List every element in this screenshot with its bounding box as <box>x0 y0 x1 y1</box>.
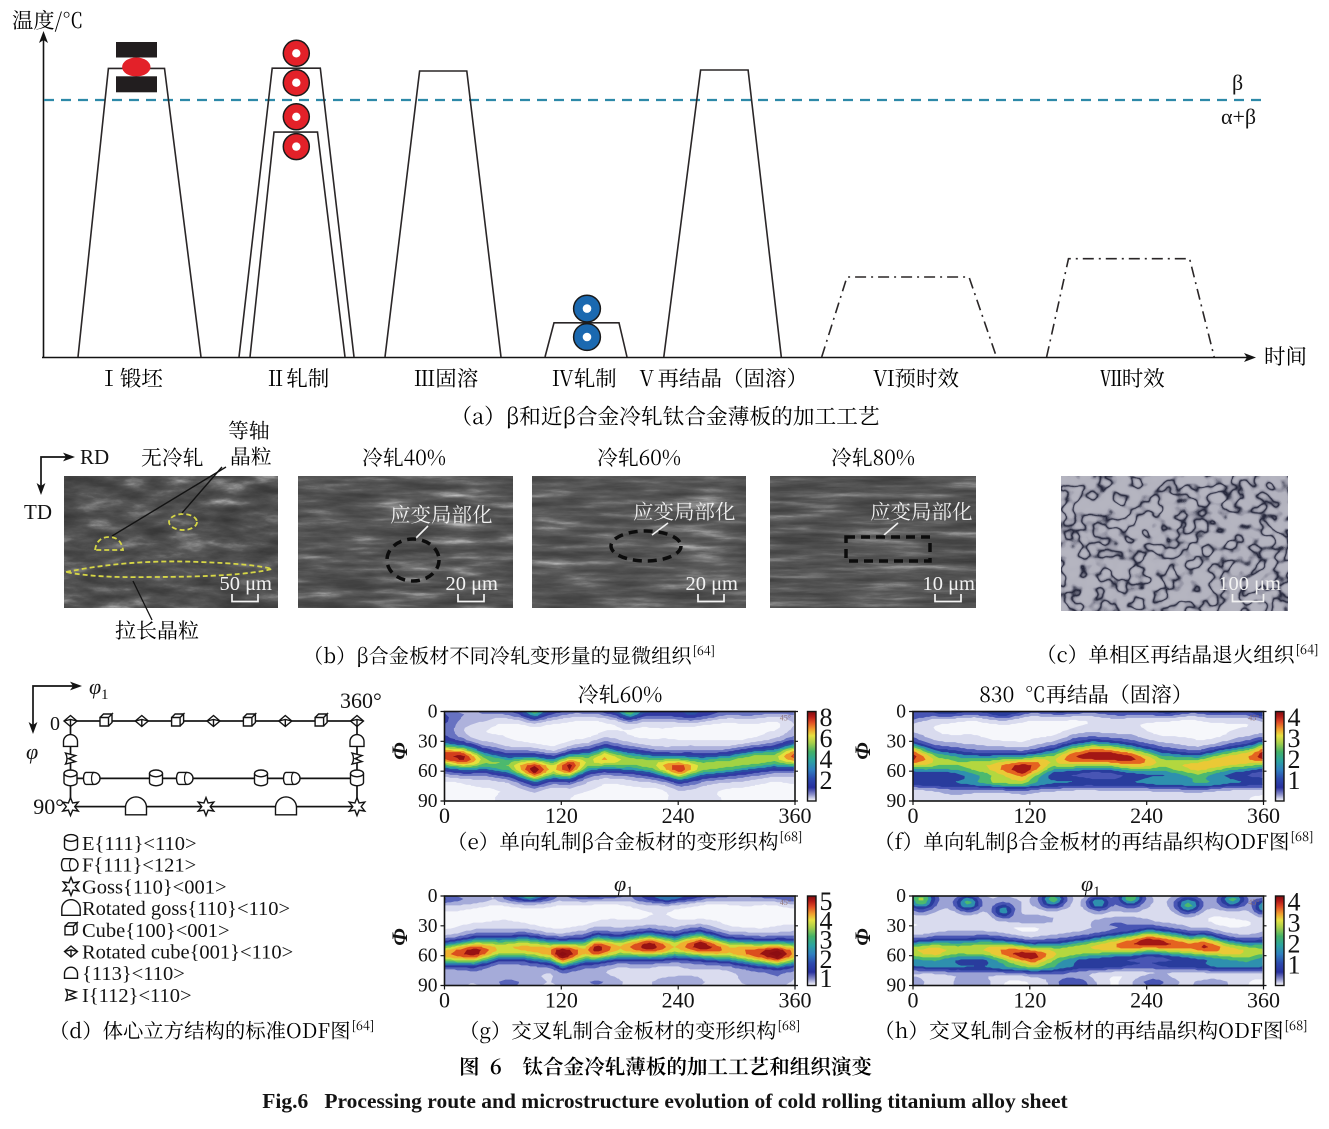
svg-text:1: 1 <box>1093 884 1101 900</box>
svg-text:φ: φ <box>1081 871 1093 896</box>
svg-text:90: 90 <box>887 976 907 997</box>
svg-text:45°: 45° <box>1248 898 1259 907</box>
svg-text:60: 60 <box>887 761 907 782</box>
svg-text:2: 2 <box>1288 929 1301 958</box>
svg-text:240: 240 <box>1130 803 1163 828</box>
svg-text:4: 4 <box>820 906 833 935</box>
svg-text:30: 30 <box>418 731 438 752</box>
svg-text:240: 240 <box>662 803 695 828</box>
svg-text:0: 0 <box>908 988 919 1013</box>
svg-text:20 μm: 20 μm <box>685 573 738 595</box>
svg-text:φ: φ <box>614 871 626 896</box>
svg-text:I{112}<110>: I{112}<110> <box>82 985 192 1007</box>
svg-text:60: 60 <box>418 761 438 782</box>
svg-text:120: 120 <box>1013 803 1046 828</box>
svg-text:2: 2 <box>820 945 833 974</box>
svg-text:3: 3 <box>1288 908 1301 937</box>
svg-text:TD: TD <box>24 500 52 524</box>
svg-text:RD: RD <box>80 445 109 469</box>
svg-text:45°: 45° <box>780 898 791 907</box>
svg-text:Cube{100}<001>: Cube{100}<001> <box>82 920 230 942</box>
svg-text:120: 120 <box>545 803 578 828</box>
svg-text:45°: 45° <box>780 714 791 723</box>
svg-text:90: 90 <box>887 791 907 812</box>
svg-text:φ: φ <box>26 739 38 764</box>
svg-text:60: 60 <box>418 946 438 967</box>
svg-text:90: 90 <box>418 976 438 997</box>
svg-text:100 μm: 100 μm <box>1218 573 1281 595</box>
svg-text:5: 5 <box>820 887 833 916</box>
svg-text:E{111}<110>: E{111}<110> <box>82 833 197 855</box>
svg-text:240: 240 <box>1130 988 1163 1013</box>
svg-text:1: 1 <box>101 687 109 703</box>
svg-text:0: 0 <box>50 713 60 735</box>
svg-text:Fig.6 Processing route and m: Fig.6 Processing route and microstructur… <box>262 1089 1068 1113</box>
svg-text:8: 8 <box>820 703 833 732</box>
svg-text:0: 0 <box>439 803 450 828</box>
svg-text:360: 360 <box>1247 988 1280 1013</box>
svg-text:360: 360 <box>1247 803 1280 828</box>
svg-text:3: 3 <box>820 926 833 955</box>
svg-text:3: 3 <box>1288 724 1301 753</box>
svg-text:4: 4 <box>820 745 833 774</box>
svg-text:240: 240 <box>662 988 695 1013</box>
svg-text:Φ: Φ <box>850 928 875 945</box>
svg-text:360: 360 <box>779 803 812 828</box>
svg-text:90°: 90° <box>33 794 64 819</box>
svg-text:60: 60 <box>887 946 907 967</box>
svg-text:20 μm: 20 μm <box>445 573 498 595</box>
svg-text:F{111}<121>: F{111}<121> <box>82 855 196 877</box>
svg-text:Rotated cube{001}<110>: Rotated cube{001}<110> <box>82 942 293 964</box>
svg-text:0: 0 <box>439 988 450 1013</box>
svg-text:1: 1 <box>1288 950 1301 979</box>
svg-text:0: 0 <box>896 702 906 723</box>
svg-text:0: 0 <box>428 886 438 907</box>
svg-text:Goss{110}<001>: Goss{110}<001> <box>82 876 227 898</box>
svg-text:30: 30 <box>887 731 907 752</box>
svg-text:{113}<110>: {113}<110> <box>82 963 185 985</box>
svg-text:45°: 45° <box>1248 714 1259 723</box>
svg-text:360: 360 <box>779 988 812 1013</box>
svg-text:Φ: Φ <box>387 928 412 945</box>
svg-text:φ: φ <box>89 674 101 699</box>
svg-text:4: 4 <box>1288 703 1301 732</box>
svg-text:120: 120 <box>545 988 578 1013</box>
svg-text:0: 0 <box>428 702 438 723</box>
svg-text:2: 2 <box>820 766 833 795</box>
svg-text:4: 4 <box>1288 887 1301 916</box>
svg-text:6: 6 <box>820 724 833 753</box>
svg-text:Φ: Φ <box>850 742 875 759</box>
svg-text:50 μm: 50 μm <box>219 573 272 595</box>
svg-text:2: 2 <box>1288 745 1301 774</box>
svg-text:α+β: α+β <box>1221 104 1256 129</box>
svg-text:0: 0 <box>908 803 919 828</box>
svg-text:1: 1 <box>1288 766 1301 795</box>
svg-text:30: 30 <box>887 916 907 937</box>
svg-text:1: 1 <box>820 964 833 993</box>
svg-text:Rotated goss{110}<110>: Rotated goss{110}<110> <box>82 898 290 920</box>
svg-text:0: 0 <box>896 886 906 907</box>
svg-text:β: β <box>1232 70 1243 95</box>
svg-text:90: 90 <box>418 791 438 812</box>
svg-text:10 μm: 10 μm <box>922 573 975 595</box>
svg-text:360°: 360° <box>340 688 382 713</box>
svg-text:1: 1 <box>626 884 634 900</box>
svg-text:30: 30 <box>418 916 438 937</box>
svg-text:Φ: Φ <box>387 742 412 759</box>
svg-text:120: 120 <box>1013 988 1046 1013</box>
